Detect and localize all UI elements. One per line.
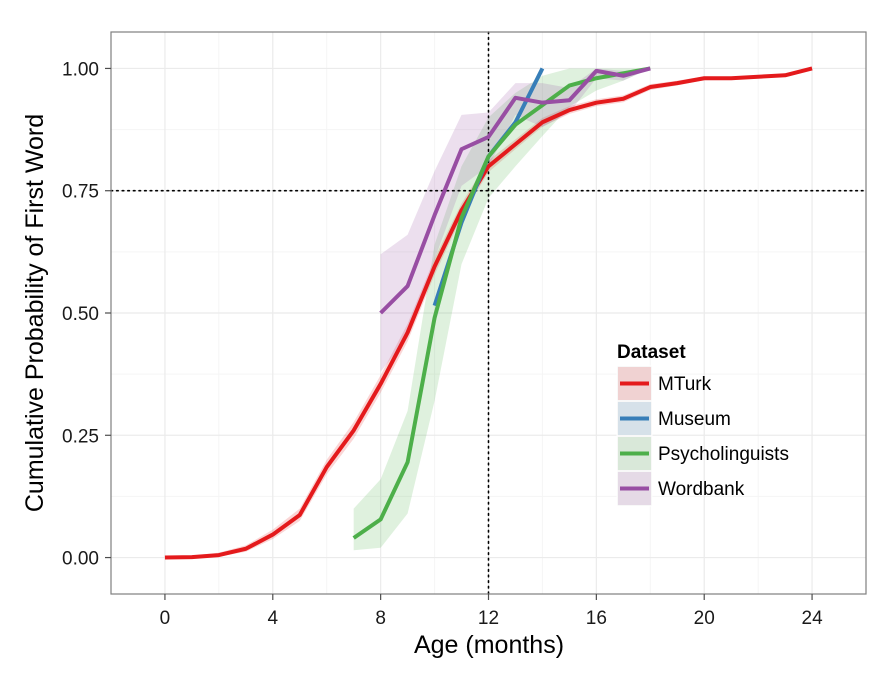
x-tick-label: 24 <box>802 608 824 629</box>
x-tick-label: 16 <box>586 608 607 629</box>
legend-label: Museum <box>658 409 731 430</box>
y-tick-label: 1.00 <box>62 59 99 80</box>
legend: Dataset MTurk Museum Psycholinguists Wordba… <box>616 342 789 507</box>
legend-title: Dataset <box>617 342 686 363</box>
ribbon-psycholinguists <box>353 68 651 551</box>
legend-label: Psycholinguists <box>658 444 789 465</box>
series-line-psycholinguists <box>352 66 651 540</box>
y-tick-label: 0.50 <box>62 304 99 325</box>
x-tick-label: 12 <box>478 608 499 629</box>
x-tick-label: 4 <box>267 608 278 629</box>
x-axis-ticks: 0 4 8 12 16 20 24 <box>160 594 823 629</box>
y-tick-label: 0.75 <box>62 182 99 203</box>
x-tick-label: 20 <box>694 608 715 629</box>
series-lines <box>164 66 813 560</box>
y-axis-ticks: 0.00 0.25 0.50 0.75 1.00 <box>62 59 111 570</box>
y-tick-label: 0.00 <box>62 549 99 570</box>
series-line-wordbank <box>379 66 651 315</box>
legend-label: MTurk <box>658 374 712 395</box>
ribbon-wordbank <box>380 68 651 372</box>
y-tick-label: 0.25 <box>62 426 99 447</box>
series-line-mturk <box>164 66 813 560</box>
y-axis-title: Cumulative Probability of First Word <box>21 114 49 512</box>
x-axis-title: Age (months) <box>414 631 564 659</box>
x-tick-label: 8 <box>375 608 386 629</box>
reference-lines <box>110 31 867 595</box>
x-tick-label: 0 <box>160 608 171 629</box>
legend-label: Wordbank <box>658 479 745 500</box>
